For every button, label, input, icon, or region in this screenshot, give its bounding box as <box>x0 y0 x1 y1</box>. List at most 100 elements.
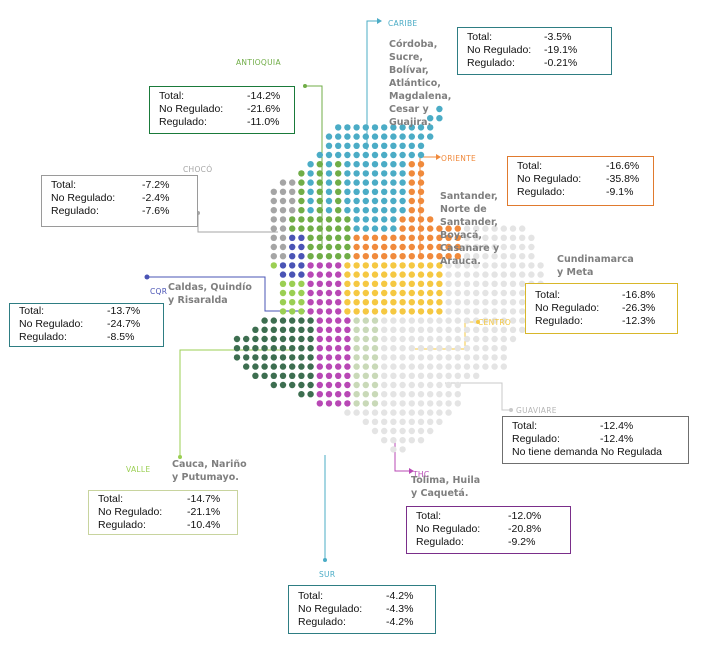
map-dot-antioquia <box>344 234 351 241</box>
map-dot-oriente <box>353 253 360 260</box>
map-dot-valle <box>279 345 287 352</box>
map-dot-valle <box>270 381 277 389</box>
map-dot-guaviare <box>482 335 489 343</box>
map-dot-centro <box>344 289 351 297</box>
map-dot-caribe <box>399 207 406 214</box>
map-dot-guaviare <box>445 400 452 407</box>
caribe-arrow-icon <box>377 18 382 24</box>
map-dot-guaviare <box>473 363 480 370</box>
map-dot-tyc <box>325 335 333 343</box>
map-dot-antioquia <box>316 161 323 168</box>
map-dot-tyc <box>325 363 333 370</box>
map-dot-caribe <box>353 197 360 205</box>
map-dot-valle <box>252 335 259 343</box>
map-dot-guaviare <box>399 326 406 333</box>
map-dot-antioquia <box>316 225 323 232</box>
map-dot-oriente <box>408 179 415 186</box>
map-dot-tyc <box>335 345 342 352</box>
map-dot-tyc <box>325 354 333 361</box>
map-dot-valle <box>261 372 268 379</box>
map-dot-tyc <box>335 271 342 278</box>
map-dot-guaviare <box>399 317 406 324</box>
map-dot-caribe <box>390 188 397 195</box>
map-dot-guaviare <box>408 335 415 343</box>
map-dot-guaviare <box>463 354 471 361</box>
map-dot-tyc <box>335 299 342 306</box>
map-dot-guaviare <box>445 271 452 278</box>
map-dot-valle <box>298 391 305 398</box>
map-dot-caribe <box>362 161 369 168</box>
map-dot-tyc <box>325 262 333 269</box>
map-dot-guaviare <box>519 317 526 324</box>
map-dot-guaviare <box>408 317 415 324</box>
map-dot-caribe <box>344 161 351 168</box>
map-dot-centro <box>362 262 369 269</box>
map-dot-centro <box>390 308 397 315</box>
map-dot-centro <box>344 271 351 278</box>
map-dot-caribe <box>381 225 388 232</box>
map-dot-caribe <box>362 170 369 177</box>
map-dot-guaviare <box>519 225 526 232</box>
map-dot-caribe <box>353 207 360 214</box>
map-dot-centro <box>353 262 360 269</box>
map-dot-guaviare <box>454 271 461 278</box>
map-dot-guaviare <box>482 308 489 315</box>
map-dot-caribe <box>307 197 314 205</box>
map-dot-caribe <box>390 133 397 140</box>
map-dot-guaviare <box>381 354 388 361</box>
map-dot-caribe <box>325 133 333 140</box>
map-dot-oriente <box>417 225 425 232</box>
map-dot-valle <box>233 345 241 352</box>
map-dot-sur <box>353 326 360 333</box>
map-dot-caribe <box>362 142 369 149</box>
map-dot-caribe <box>381 133 388 140</box>
map-dot-guaviare <box>463 372 471 379</box>
map-dot-tyc <box>316 335 323 343</box>
map-dot-guaviare <box>528 243 535 251</box>
map-dot-valle <box>289 363 296 370</box>
map-dot-centro <box>427 271 434 278</box>
map-dot-guaviare <box>509 280 517 287</box>
map-dot-guaviare <box>381 363 388 370</box>
map-dot-valle <box>307 381 314 389</box>
map-dot-guaviare <box>454 262 461 269</box>
map-dot-caribe <box>344 170 351 177</box>
map-dot-centro <box>427 308 434 315</box>
map-dot-oriente <box>362 243 369 251</box>
map-dot-guaviare <box>399 391 406 398</box>
map-dot-guaviare <box>491 308 498 315</box>
map-dot-sur <box>371 372 379 379</box>
map-dot-tyc <box>344 335 351 343</box>
map-dot-valle <box>307 391 314 398</box>
map-dot-valle <box>298 363 305 370</box>
map-dot-guaviare <box>408 354 415 361</box>
map-dot-sur <box>353 391 360 398</box>
map-dot-choco <box>279 234 287 241</box>
map-dot-guaviare <box>463 262 471 269</box>
map-dot-valle <box>289 372 296 379</box>
map-dot-guaviare <box>500 253 507 260</box>
map-dot-valle_green_light <box>289 308 296 315</box>
map-dot-guaviare <box>399 400 406 407</box>
map-dot-caribe <box>371 124 379 131</box>
map-dot-valle <box>279 335 287 343</box>
map-dot-guaviare <box>454 345 461 352</box>
map-dot-tyc <box>344 354 351 361</box>
map-dot-oriente <box>408 225 415 232</box>
map-dot-oriente <box>371 234 379 241</box>
map-dot-cqr <box>289 234 296 241</box>
map-dot-oriente <box>408 207 415 214</box>
map-dot-sur <box>362 354 369 361</box>
map-dot-caribe <box>335 151 342 159</box>
map-dot-tyc <box>316 400 323 407</box>
map-dot-guaviare <box>381 372 388 379</box>
map-dot-tyc <box>307 262 314 269</box>
map-dot-oriente <box>445 253 452 260</box>
centro-description: Cundinamarca y Meta <box>557 254 634 278</box>
map-dot-guaviare <box>482 363 489 370</box>
map-dot-oriente <box>445 243 452 251</box>
map-dot-tyc <box>335 326 342 333</box>
map-dot-oriente <box>408 197 415 205</box>
map-dot-antioquia <box>335 188 342 195</box>
map-dot-valle <box>243 335 250 343</box>
